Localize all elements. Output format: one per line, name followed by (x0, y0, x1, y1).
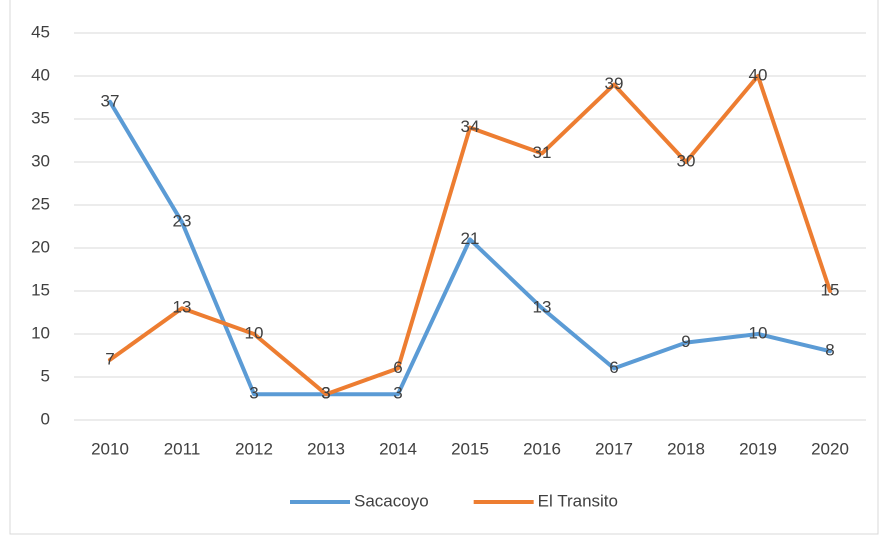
data-label: 40 (749, 65, 768, 84)
y-tick-label: 25 (31, 194, 50, 213)
data-label: 13 (533, 298, 552, 317)
data-label: 37 (101, 91, 120, 110)
x-tick-label: 2018 (667, 439, 705, 458)
data-label: 10 (749, 323, 768, 342)
data-label: 3 (249, 384, 258, 403)
data-label: 3 (321, 384, 330, 403)
x-tick-label: 2015 (451, 439, 489, 458)
x-tick-label: 2013 (307, 439, 345, 458)
x-tick-label: 2020 (811, 439, 849, 458)
y-tick-label: 35 (31, 108, 50, 127)
x-tick-label: 2017 (595, 439, 633, 458)
x-tick-label: 2014 (379, 439, 417, 458)
data-label: 13 (173, 298, 192, 317)
y-tick-label: 10 (31, 323, 50, 342)
legend-label: El Transito (538, 491, 618, 510)
series-line (108, 74, 832, 397)
y-tick-label: 40 (31, 65, 50, 84)
data-label: 39 (605, 74, 624, 93)
data-label: 3 (393, 384, 402, 403)
data-label: 15 (821, 280, 840, 299)
data-label: 21 (461, 229, 480, 248)
y-tick-label: 30 (31, 151, 50, 170)
x-tick-label: 2011 (164, 439, 201, 458)
y-tick-label: 45 (31, 22, 50, 41)
chart-border (9, 0, 879, 535)
x-tick-label: 2016 (523, 439, 561, 458)
y-tick-label: 20 (31, 237, 50, 256)
data-label: 7 (105, 349, 114, 368)
data-label: 6 (393, 358, 402, 377)
y-tick-label: 5 (41, 366, 50, 385)
x-tick-label: 2010 (91, 439, 129, 458)
legend-label: Sacacoyo (354, 491, 429, 510)
data-label: 34 (461, 117, 480, 136)
data-label: 3 (321, 384, 330, 403)
data-label: 8 (825, 341, 834, 360)
data-label: 10 (245, 323, 264, 342)
series-line (108, 99, 832, 397)
data-label: 31 (533, 143, 552, 162)
x-tick-label: 2012 (235, 439, 273, 458)
y-tick-label: 0 (41, 409, 50, 428)
data-label: 9 (681, 332, 690, 351)
data-label: 30 (677, 151, 696, 170)
x-tick-label: 2019 (739, 439, 777, 458)
y-tick-label: 15 (31, 280, 50, 299)
data-label: 6 (609, 358, 618, 377)
data-label: 23 (173, 212, 192, 231)
